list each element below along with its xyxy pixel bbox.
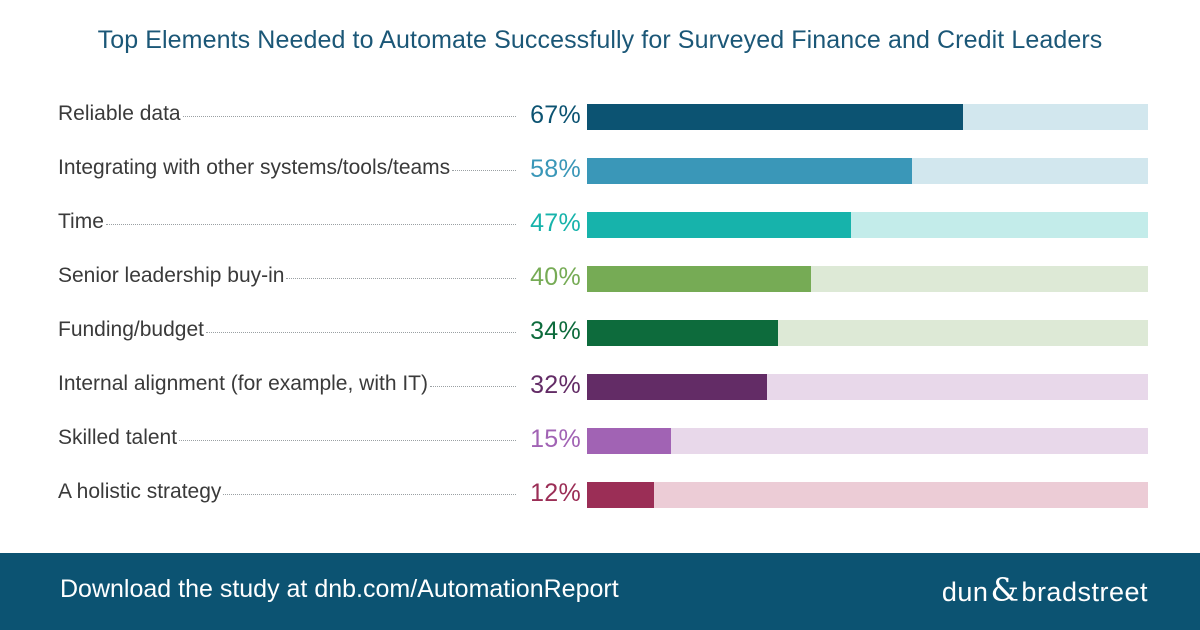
category-label: A holistic strategy xyxy=(58,480,516,504)
value-label: 47% xyxy=(530,209,581,237)
chart-row: Skilled talent 15% xyxy=(58,422,1148,476)
category-label-text: Senior leadership buy-in xyxy=(58,264,286,288)
value-label: 58% xyxy=(530,155,581,183)
dotted-leader xyxy=(429,386,516,387)
category-label-text: Time xyxy=(58,210,105,234)
bar-track xyxy=(587,104,1148,130)
chart-title: Top Elements Needed to Automate Successf… xyxy=(97,26,1103,54)
chart-row: A holistic strategy 12% xyxy=(58,476,1148,530)
category-label-text: Skilled talent xyxy=(58,426,179,450)
dotted-leader xyxy=(182,116,516,117)
bar xyxy=(587,482,655,508)
bar xyxy=(587,104,963,130)
chart-row: Reliable data 67% xyxy=(58,98,1148,152)
chart-row: Senior leadership buy-in 40% xyxy=(58,260,1148,314)
bar xyxy=(587,320,778,346)
bar-track xyxy=(587,320,1148,346)
dotted-leader xyxy=(452,170,516,171)
dotted-leader xyxy=(286,278,516,279)
bar-track xyxy=(587,212,1148,238)
dnb-logo: dun&bradstreet xyxy=(942,571,1148,609)
dotted-leader xyxy=(105,224,516,225)
value-label: 12% xyxy=(530,479,581,507)
chart-row: Internal alignment (for example, with IT… xyxy=(58,368,1148,422)
logo-dun: dun xyxy=(941,577,989,607)
chart-row: Integrating with other systems/tools/tea… xyxy=(58,152,1148,206)
dotted-leader xyxy=(205,332,516,333)
value-label: 40% xyxy=(530,263,581,291)
value-label: 32% xyxy=(530,371,581,399)
value-label: 67% xyxy=(530,101,581,129)
category-label: Reliable data xyxy=(58,102,516,126)
category-label-text: Funding/budget xyxy=(58,318,205,342)
bar-track xyxy=(587,266,1148,292)
category-label: Time xyxy=(58,210,516,234)
logo-bradstreet: bradstreet xyxy=(1021,577,1148,607)
bar-track xyxy=(587,158,1148,184)
category-label: Senior leadership buy-in xyxy=(58,264,516,288)
category-label: Integrating with other systems/tools/tea… xyxy=(58,156,516,180)
chart-row: Time 47% xyxy=(58,206,1148,260)
chart-row: Funding/budget 34% xyxy=(58,314,1148,368)
footer-banner: Download the study at dnb.com/Automation… xyxy=(0,553,1200,630)
category-label-text: Reliable data xyxy=(58,102,182,126)
category-label-text: Internal alignment (for example, with IT… xyxy=(58,372,429,396)
bar xyxy=(587,158,913,184)
value-label: 34% xyxy=(530,317,581,345)
dotted-leader xyxy=(179,440,516,441)
category-label: Internal alignment (for example, with IT… xyxy=(58,372,516,396)
logo-ampersand: & xyxy=(990,571,1020,609)
bar xyxy=(587,428,672,454)
bar xyxy=(587,212,851,238)
category-label-text: Integrating with other systems/tools/tea… xyxy=(58,156,452,180)
bar xyxy=(587,266,812,292)
bar-chart: Reliable data 67% Integrating with other s… xyxy=(58,98,1148,530)
bar-track xyxy=(587,482,1148,508)
bar-track xyxy=(587,428,1148,454)
category-label: Funding/budget xyxy=(58,318,516,342)
footer-link-text[interactable]: Download the study at dnb.com/Automation… xyxy=(60,575,619,603)
category-label-text: A holistic strategy xyxy=(58,480,223,504)
bar xyxy=(587,374,767,400)
category-label: Skilled talent xyxy=(58,426,516,450)
dotted-leader xyxy=(223,494,516,495)
value-label: 15% xyxy=(530,425,581,453)
bar-track xyxy=(587,374,1148,400)
